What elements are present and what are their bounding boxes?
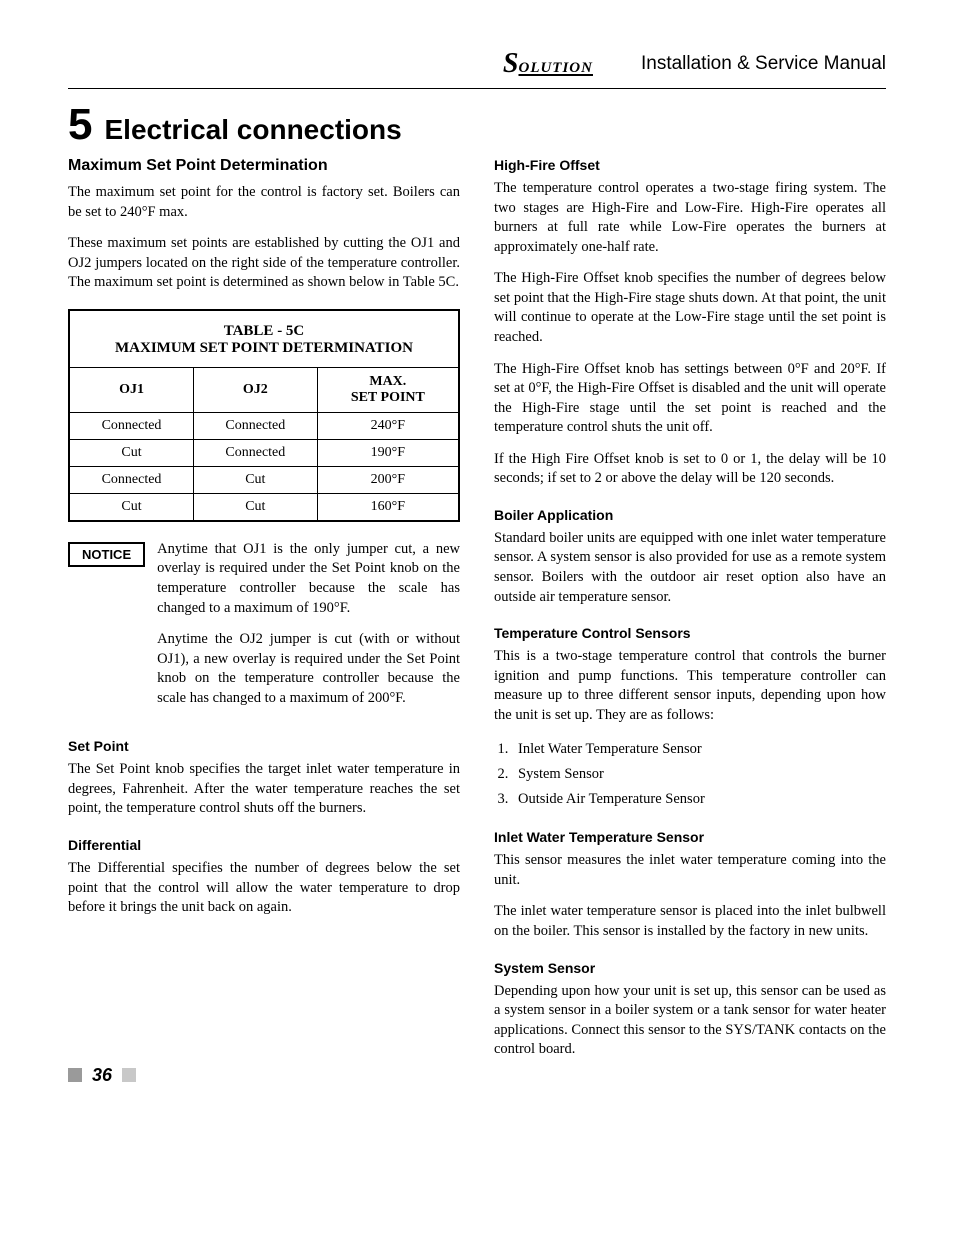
section-heading-max-set-point: Maximum Set Point Determination	[68, 157, 460, 175]
table-col-max: MAX.SET POINT	[317, 367, 459, 412]
table-cell: Cut	[69, 439, 194, 466]
right-column: High-Fire Offset The temperature control…	[494, 157, 886, 1072]
table-col-oj2: OJ2	[194, 367, 318, 412]
table-cell: Cut	[194, 493, 318, 521]
list-item: Inlet Water Temperature Sensor	[512, 737, 886, 762]
table-row: Cut Cut 160°F	[69, 493, 459, 521]
page-header: Solution Installation & Service Manual	[68, 48, 886, 89]
chapter-title: Electrical connections	[104, 114, 401, 146]
manual-title: Installation & Service Manual	[641, 53, 886, 75]
page-footer: 36	[68, 1065, 136, 1086]
table-row: Cut Connected 190°F	[69, 439, 459, 466]
subheading-set-point: Set Point	[68, 738, 460, 754]
table-title: TABLE - 5C MAXIMUM SET POINT DETERMINATI…	[69, 310, 459, 368]
subheading-high-fire: High-Fire Offset	[494, 157, 886, 173]
notice-badge: NOTICE	[68, 542, 145, 567]
brand-logo: Solution	[503, 48, 593, 80]
table-title-line2: MAXIMUM SET POINT DETERMINATION	[115, 340, 413, 356]
paragraph: If the High Fire Offset knob is set to 0…	[494, 450, 886, 489]
sensor-list: Inlet Water Temperature Sensor System Se…	[512, 737, 886, 811]
table-cell: 160°F	[317, 493, 459, 521]
table-title-line1: TABLE - 5C	[224, 323, 305, 339]
table-cell: 240°F	[317, 412, 459, 439]
table-row: Connected Cut 200°F	[69, 466, 459, 493]
subheading-differential: Differential	[68, 837, 460, 853]
table-row: Connected Connected 240°F	[69, 412, 459, 439]
paragraph: This sensor measures the inlet water tem…	[494, 851, 886, 890]
paragraph: This is a two-stage temperature control …	[494, 647, 886, 725]
paragraph: The Set Point knob specifies the target …	[68, 760, 460, 819]
notice-block: NOTICE Anytime that OJ1 is the only jump…	[68, 540, 460, 721]
list-item: System Sensor	[512, 762, 886, 787]
paragraph: The inlet water temperature sensor is pl…	[494, 902, 886, 941]
table-cell: Connected	[194, 412, 318, 439]
table-col-oj1: OJ1	[69, 367, 194, 412]
paragraph: Anytime that OJ1 is the only jumper cut,…	[157, 540, 460, 618]
content-columns: Maximum Set Point Determination The maxi…	[68, 157, 886, 1072]
chapter-heading: 5 Electrical connections	[68, 103, 886, 147]
chapter-number: 5	[68, 103, 92, 147]
subheading-temp-control-sensors: Temperature Control Sensors	[494, 625, 886, 641]
table-cell: Connected	[69, 412, 194, 439]
paragraph: Anytime the OJ2 jumper is cut (with or w…	[157, 630, 460, 708]
paragraph: The Differential specifies the number of…	[68, 859, 460, 918]
paragraph: These maximum set points are established…	[68, 234, 460, 293]
table-cell: 200°F	[317, 466, 459, 493]
paragraph: The temperature control operates a two-s…	[494, 179, 886, 257]
paragraph: The High-Fire Offset knob has settings b…	[494, 360, 886, 438]
table-cell: Connected	[69, 466, 194, 493]
paragraph: Depending upon how your unit is set up, …	[494, 982, 886, 1060]
table-cell: Cut	[69, 493, 194, 521]
footer-square-icon	[122, 1068, 136, 1082]
list-item: Outside Air Temperature Sensor	[512, 787, 886, 812]
paragraph: Standard boiler units are equipped with …	[494, 529, 886, 607]
table-cell: Cut	[194, 466, 318, 493]
left-column: Maximum Set Point Determination The maxi…	[68, 157, 460, 1072]
notice-text: Anytime that OJ1 is the only jumper cut,…	[157, 540, 460, 721]
page-number: 36	[92, 1065, 112, 1086]
subheading-inlet-water: Inlet Water Temperature Sensor	[494, 829, 886, 845]
table-cell: 190°F	[317, 439, 459, 466]
footer-square-icon	[68, 1068, 82, 1082]
paragraph: The maximum set point for the control is…	[68, 183, 460, 222]
subheading-system-sensor: System Sensor	[494, 960, 886, 976]
table-5c: TABLE - 5C MAXIMUM SET POINT DETERMINATI…	[68, 309, 460, 522]
table-cell: Connected	[194, 439, 318, 466]
subheading-boiler-app: Boiler Application	[494, 507, 886, 523]
paragraph: The High-Fire Offset knob specifies the …	[494, 269, 886, 347]
